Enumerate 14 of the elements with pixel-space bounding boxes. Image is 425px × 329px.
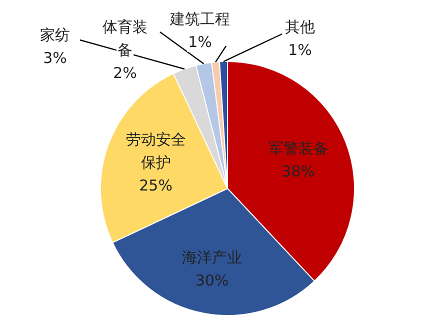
- data-label: 2%: [113, 64, 137, 82]
- slice-label: 军警装备: [268, 139, 328, 158]
- slice-label: 建筑工程: [169, 10, 230, 28]
- data-label: 30%: [195, 271, 229, 290]
- slice-label: 劳动安全保护: [126, 130, 186, 172]
- data-label: 1%: [288, 40, 312, 59]
- slice-label: 家纺: [40, 26, 70, 44]
- data-label: 3%: [43, 48, 67, 67]
- slice-label: 体育装备: [102, 18, 148, 59]
- data-label: 1%: [188, 32, 212, 51]
- data-label: 25%: [139, 176, 172, 195]
- slice-label: 其他: [285, 18, 315, 36]
- data-label: 38%: [282, 162, 316, 180]
- slice-label: 海洋产业: [182, 248, 242, 266]
